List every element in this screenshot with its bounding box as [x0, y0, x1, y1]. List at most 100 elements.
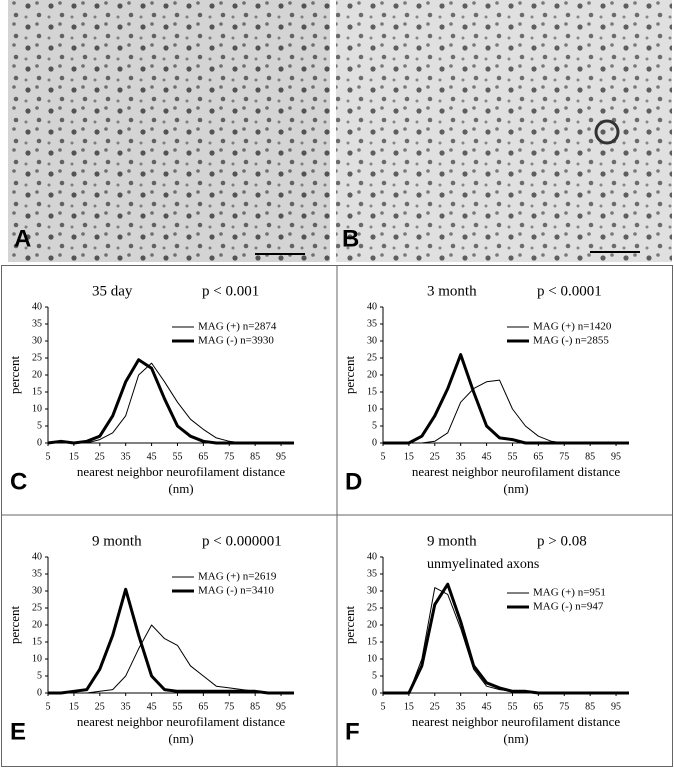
- x-tick-label: 45: [482, 701, 492, 712]
- x-tick-label: 15: [404, 701, 414, 712]
- y-tick-label: 15: [367, 636, 377, 647]
- chart-title: 9 month: [92, 533, 142, 549]
- x-tick-label: 95: [611, 701, 621, 712]
- y-axis-label: percent: [7, 605, 22, 644]
- y-tick-label: 0: [372, 687, 377, 698]
- chart-subtitle: p < 0.001: [202, 283, 259, 299]
- series-line: [48, 587, 294, 695]
- y-tick-label: 30: [32, 585, 42, 596]
- series-line: [48, 624, 294, 694]
- chart-title: 3 month: [427, 283, 477, 299]
- panel-label: F: [345, 718, 360, 745]
- y-tick-label: 15: [32, 386, 42, 397]
- legend-label: MAG (-) n=947: [533, 601, 604, 613]
- legend-label: MAG (+) n=2619: [198, 571, 277, 583]
- x-tick-label: 25: [430, 701, 440, 712]
- legend-label: MAG (-) n=3410: [198, 585, 274, 597]
- x-tick-label: 65: [198, 451, 208, 462]
- x-tick-label: 85: [585, 701, 595, 712]
- x-axis-label: nearest neighbor neurofilament distance: [77, 464, 286, 479]
- series-line: [47, 358, 294, 445]
- legend-label: MAG (+) n=951: [533, 587, 606, 599]
- series-line: [383, 353, 629, 445]
- x-tick-label: 85: [250, 451, 260, 462]
- y-tick-label: 35: [32, 568, 42, 579]
- x-axis-label: nearest neighbor neurofilament distance: [412, 714, 621, 729]
- y-tick-label: 20: [367, 619, 377, 630]
- legend-label: MAG (-) n=2855: [533, 335, 609, 347]
- y-tick-label: 30: [32, 335, 42, 346]
- x-tick-label: 35: [121, 701, 131, 712]
- x-tick-label: 15: [69, 451, 79, 462]
- y-tick-label: 5: [372, 420, 377, 431]
- y-tick-label: 35: [367, 568, 377, 579]
- x-tick-label: 95: [611, 451, 621, 462]
- y-tick-label: 20: [32, 619, 42, 630]
- annotation: unmyelinated axons: [427, 557, 539, 572]
- y-axis-label: percent: [342, 355, 357, 394]
- y-tick-label: 30: [367, 585, 377, 596]
- x-axis-unit: (nm): [503, 481, 528, 496]
- x-tick-label: 55: [507, 701, 517, 712]
- legend-label: MAG (+) n=2874: [198, 321, 277, 333]
- x-tick-label: 35: [456, 701, 466, 712]
- series-line: [47, 362, 294, 444]
- x-tick-label: 75: [224, 451, 234, 462]
- x-tick-label: 25: [95, 451, 105, 462]
- x-tick-label: 75: [224, 701, 234, 712]
- x-tick-label: 55: [172, 451, 182, 462]
- y-axis-label: percent: [342, 605, 357, 644]
- x-tick-label: 35: [456, 451, 466, 462]
- chart-title: 35 day: [92, 283, 133, 299]
- x-tick-label: 15: [404, 451, 414, 462]
- x-tick-label: 5: [381, 451, 386, 462]
- y-tick-label: 30: [367, 335, 377, 346]
- x-tick-label: 15: [69, 701, 79, 712]
- x-tick-label: 75: [559, 701, 569, 712]
- y-tick-label: 20: [367, 369, 377, 380]
- y-tick-label: 15: [367, 386, 377, 397]
- x-tick-label: 95: [276, 701, 286, 712]
- x-tick-label: 35: [121, 451, 131, 462]
- x-tick-label: 55: [172, 701, 182, 712]
- chart-title: 9 month: [427, 533, 477, 549]
- x-tick-label: 65: [198, 701, 208, 712]
- y-tick-label: 10: [367, 653, 377, 664]
- y-tick-label: 40: [367, 551, 377, 562]
- panel-label: A: [14, 225, 31, 252]
- x-axis-unit: (nm): [503, 731, 528, 746]
- panel-label: B: [342, 225, 359, 252]
- x-tick-label: 65: [533, 451, 543, 462]
- y-tick-label: 35: [32, 318, 42, 329]
- y-tick-label: 0: [372, 437, 377, 448]
- x-tick-label: 45: [482, 451, 492, 462]
- y-tick-label: 15: [32, 636, 42, 647]
- y-tick-label: 25: [32, 352, 42, 363]
- x-axis-label: nearest neighbor neurofilament distance: [77, 714, 286, 729]
- x-axis-label: nearest neighbor neurofilament distance: [412, 464, 621, 479]
- y-axis-label: percent: [7, 355, 22, 394]
- x-tick-label: 25: [430, 451, 440, 462]
- y-tick-label: 10: [32, 653, 42, 664]
- x-tick-label: 85: [585, 451, 595, 462]
- micrograph-b: B: [336, 0, 672, 262]
- x-tick-label: 55: [507, 451, 517, 462]
- y-tick-label: 20: [32, 369, 42, 380]
- y-tick-label: 35: [367, 318, 377, 329]
- y-tick-label: 5: [37, 670, 42, 681]
- x-axis-unit: (nm): [168, 481, 193, 496]
- y-tick-label: 0: [37, 687, 42, 698]
- series-line: [383, 379, 629, 444]
- x-tick-label: 5: [381, 701, 386, 712]
- y-tick-label: 5: [372, 670, 377, 681]
- legend-label: MAG (-) n=3930: [198, 335, 274, 347]
- x-tick-label: 5: [46, 701, 51, 712]
- y-tick-label: 25: [367, 352, 377, 363]
- y-tick-label: 25: [32, 602, 42, 613]
- panel-label: C: [10, 468, 27, 495]
- y-tick-label: 10: [32, 403, 42, 414]
- y-tick-label: 10: [367, 403, 377, 414]
- y-tick-label: 25: [367, 602, 377, 613]
- x-axis-unit: (nm): [168, 731, 193, 746]
